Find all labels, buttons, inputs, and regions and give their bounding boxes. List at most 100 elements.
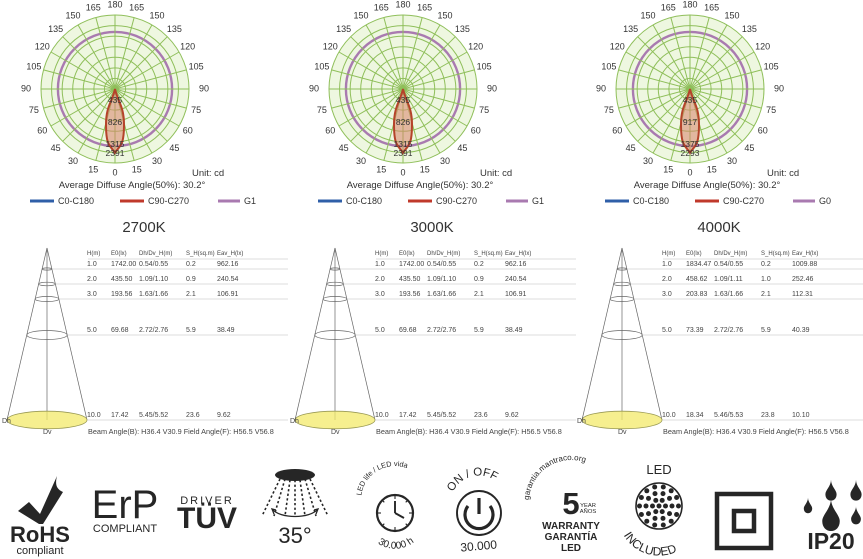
svg-text:45: 45 <box>339 143 349 153</box>
svg-text:H(m): H(m) <box>375 251 388 257</box>
svg-text:30: 30 <box>152 156 162 166</box>
svg-text:0.9: 0.9 <box>186 276 196 283</box>
svg-text:1.09/1.11: 1.09/1.11 <box>714 276 743 283</box>
svg-text:0.54/0.55: 0.54/0.55 <box>714 261 743 268</box>
svg-text:3.0: 3.0 <box>662 291 672 298</box>
svg-text:S_H(sq.m): S_H(sq.m) <box>186 251 215 257</box>
svg-text:15: 15 <box>132 164 142 174</box>
svg-text:75: 75 <box>479 105 489 115</box>
svg-text:Dh/Dv_H(m): Dh/Dv_H(m) <box>714 251 747 257</box>
svg-text:45: 45 <box>51 143 61 153</box>
svg-text:0: 0 <box>112 167 117 177</box>
svg-text:165: 165 <box>661 2 676 12</box>
svg-text:90: 90 <box>774 83 784 93</box>
svg-text:LED life / LED vida: LED life / LED vida <box>354 459 410 496</box>
svg-text:106.91: 106.91 <box>505 291 527 298</box>
svg-text:90: 90 <box>199 83 209 93</box>
svg-text:35°: 35° <box>278 523 311 548</box>
svg-text:Dh/Dv_H(m): Dh/Dv_H(m) <box>427 251 460 257</box>
svg-text:105: 105 <box>189 62 204 72</box>
svg-text:0: 0 <box>400 167 405 177</box>
svg-text:38.49: 38.49 <box>217 327 235 334</box>
svg-text:0.2: 0.2 <box>761 261 771 268</box>
svg-text:15: 15 <box>88 164 98 174</box>
svg-text:1.0: 1.0 <box>761 276 771 283</box>
svg-text:90: 90 <box>596 83 606 93</box>
svg-text:435.50: 435.50 <box>399 276 421 283</box>
svg-text:30: 30 <box>356 156 366 166</box>
svg-text:120: 120 <box>323 41 338 51</box>
svg-text:RoHS: RoHS <box>10 522 70 547</box>
svg-text:C90-C270: C90-C270 <box>436 196 477 206</box>
svg-text:75: 75 <box>604 105 614 115</box>
svg-text:G1: G1 <box>532 196 544 206</box>
svg-text:69.68: 69.68 <box>399 327 417 334</box>
svg-text:2391: 2391 <box>394 148 413 158</box>
svg-text:C0-C180: C0-C180 <box>346 196 382 206</box>
svg-text:826: 826 <box>108 117 122 127</box>
svg-text:106.91: 106.91 <box>217 291 239 298</box>
svg-text:C0-C180: C0-C180 <box>633 196 669 206</box>
svg-text:962.16: 962.16 <box>505 261 527 268</box>
svg-text:5.9: 5.9 <box>186 327 196 334</box>
svg-text:5.0: 5.0 <box>662 327 672 334</box>
svg-text:45: 45 <box>626 143 636 153</box>
svg-text:45: 45 <box>744 143 754 153</box>
svg-text:435: 435 <box>683 95 697 105</box>
svg-text:105: 105 <box>477 62 492 72</box>
svg-text:Unit: cd: Unit: cd <box>480 168 512 179</box>
svg-text:165: 165 <box>374 2 389 12</box>
svg-text:240.54: 240.54 <box>505 276 527 283</box>
svg-text:2293: 2293 <box>681 148 700 158</box>
svg-text:Dh: Dh <box>577 418 586 425</box>
svg-text:60: 60 <box>183 125 193 135</box>
svg-text:15: 15 <box>663 164 673 174</box>
svg-text:Beam Angle(B): H36.4 V30.9 Fi: Beam Angle(B): H36.4 V30.9 Field Angle(F… <box>376 427 562 436</box>
svg-text:1.09/1.10: 1.09/1.10 <box>427 276 456 283</box>
svg-text:Beam Angle(B): H36.4 V30.9 Fi: Beam Angle(B): H36.4 V30.9 Field Angle(F… <box>663 427 849 436</box>
svg-text:193.56: 193.56 <box>399 291 421 298</box>
svg-text:10.0: 10.0 <box>87 412 101 419</box>
svg-text:Dh: Dh <box>290 418 299 425</box>
svg-text:COMPLIANT: COMPLIANT <box>93 523 157 535</box>
svg-text:0.2: 0.2 <box>474 261 484 268</box>
svg-text:17.42: 17.42 <box>399 412 417 419</box>
svg-text:150: 150 <box>437 11 452 21</box>
svg-text:60: 60 <box>471 125 481 135</box>
svg-text:135: 135 <box>455 24 470 34</box>
svg-text:30: 30 <box>440 156 450 166</box>
svg-text:Average Diffuse Angle(50%): 30: Average Diffuse Angle(50%): 30.2° <box>59 180 206 191</box>
svg-text:30: 30 <box>68 156 78 166</box>
svg-text:105: 105 <box>601 62 616 72</box>
svg-text:5.46/5.53: 5.46/5.53 <box>714 412 743 419</box>
svg-text:Eav_H(lx): Eav_H(lx) <box>505 251 531 257</box>
svg-text:435: 435 <box>396 95 410 105</box>
svg-text:IP20: IP20 <box>807 528 854 554</box>
svg-text:120: 120 <box>35 41 50 51</box>
svg-text:1.0: 1.0 <box>662 261 672 268</box>
svg-text:1834.47: 1834.47 <box>686 261 711 268</box>
svg-text:150: 150 <box>65 11 80 21</box>
svg-text:30.000 h: 30.000 h <box>376 535 416 552</box>
svg-text:5.9: 5.9 <box>761 327 771 334</box>
svg-text:GARANTÍA: GARANTÍA <box>545 530 598 543</box>
svg-text:165: 165 <box>86 2 101 12</box>
svg-text:18.34: 18.34 <box>686 412 704 419</box>
svg-text:193.56: 193.56 <box>111 291 133 298</box>
svg-text:S_H(sq.m): S_H(sq.m) <box>474 251 503 257</box>
svg-text:5.0: 5.0 <box>87 327 97 334</box>
svg-text:AÑOS: AÑOS <box>580 508 597 515</box>
svg-text:Beam Angle(B): H36.4 V30.9 Fi: Beam Angle(B): H36.4 V30.9 Field Angle(F… <box>88 427 274 436</box>
svg-text:180: 180 <box>682 0 697 9</box>
svg-text:9.62: 9.62 <box>217 412 231 419</box>
svg-text:1009.88: 1009.88 <box>792 261 817 268</box>
svg-text:9.62: 9.62 <box>505 412 519 419</box>
svg-text:135: 135 <box>48 24 63 34</box>
svg-text:105: 105 <box>314 62 329 72</box>
svg-text:1.0: 1.0 <box>87 261 97 268</box>
svg-text:120: 120 <box>180 41 195 51</box>
svg-text:5.45/5.52: 5.45/5.52 <box>139 412 168 419</box>
svg-text:5.9: 5.9 <box>474 327 484 334</box>
svg-text:Eav_H(lx): Eav_H(lx) <box>792 251 818 257</box>
svg-text:23.6: 23.6 <box>474 412 488 419</box>
